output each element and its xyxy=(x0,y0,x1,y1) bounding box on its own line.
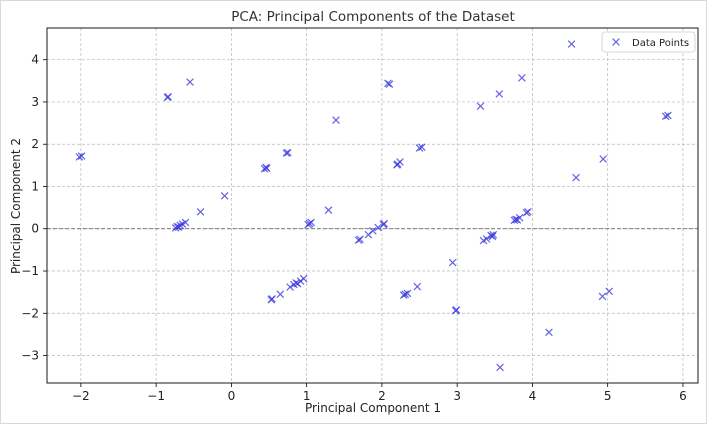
data-point xyxy=(268,295,276,303)
y-tick-label: 4 xyxy=(31,53,39,67)
legend-marker-x xyxy=(612,38,620,46)
data-point xyxy=(567,40,576,48)
legend-label: Data Points xyxy=(632,38,689,49)
data-point xyxy=(482,235,491,243)
data-point xyxy=(496,363,504,372)
axis-ticks: −2 −1 0 1 2 3 4 5 6 −3 −2 −1 0 1 2 3 4 xyxy=(21,53,686,403)
data-point xyxy=(299,274,308,283)
data-point xyxy=(489,230,498,239)
x-tick-label: 0 xyxy=(228,389,236,403)
data-point xyxy=(282,149,291,157)
data-point xyxy=(196,207,205,216)
data-point xyxy=(307,218,316,227)
data-point xyxy=(374,223,382,232)
data-point xyxy=(417,143,426,152)
y-tick-label: 0 xyxy=(31,222,39,236)
data-point xyxy=(401,290,410,299)
x-tick-label: −1 xyxy=(147,389,165,403)
data-point xyxy=(572,173,580,182)
data-point xyxy=(286,283,294,291)
y-tick-label: 2 xyxy=(31,137,39,151)
data-point xyxy=(176,221,185,230)
data-point xyxy=(385,80,394,89)
data-point xyxy=(403,289,412,298)
data-point xyxy=(605,287,614,296)
data-point xyxy=(262,164,271,173)
x-tick-label: 4 xyxy=(529,389,537,403)
legend-box xyxy=(601,31,696,53)
data-point xyxy=(380,219,389,228)
x-tick-label: 6 xyxy=(679,389,687,403)
x-tick-label: 1 xyxy=(303,389,311,403)
data-point xyxy=(77,152,86,160)
data-point xyxy=(599,155,608,163)
data-point xyxy=(488,232,497,241)
data-point xyxy=(181,218,190,227)
x-tick-label: 2 xyxy=(378,389,386,403)
chart-title: PCA: Principal Components of the Dataset xyxy=(231,9,515,25)
data-point xyxy=(661,112,670,121)
plot-border xyxy=(46,27,699,384)
data-point xyxy=(664,111,672,120)
legend: Data Points xyxy=(601,31,696,53)
data-point xyxy=(186,78,194,86)
legend-marker-shape xyxy=(612,38,620,46)
data-point xyxy=(545,328,553,337)
data-point xyxy=(448,258,457,267)
x-tick-label: 3 xyxy=(453,389,461,403)
data-point xyxy=(332,116,340,124)
data-point xyxy=(598,292,607,301)
y-tick-label: −1 xyxy=(21,264,39,278)
data-point xyxy=(518,74,526,82)
y-axis-label: Principal Component 2 xyxy=(9,138,23,274)
y-tick-label: 3 xyxy=(31,95,39,109)
data-point xyxy=(220,191,229,200)
x-tick-label: 5 xyxy=(604,389,612,403)
y-tick-label: −2 xyxy=(21,306,39,320)
data-point xyxy=(276,290,285,299)
data-point xyxy=(75,153,84,161)
y-tick-label: −3 xyxy=(21,349,39,363)
data-point xyxy=(515,213,524,222)
data-points xyxy=(75,40,672,372)
data-point xyxy=(524,207,532,216)
data-point xyxy=(283,148,292,157)
grid xyxy=(47,28,698,383)
y-tick-label: 1 xyxy=(31,179,39,193)
data-point xyxy=(369,227,377,235)
data-point xyxy=(356,235,364,244)
data-point xyxy=(413,282,422,291)
x-axis-label: Principal Component 1 xyxy=(305,401,441,415)
data-point xyxy=(476,102,485,111)
data-point xyxy=(324,206,333,214)
data-point xyxy=(495,90,504,98)
data-point xyxy=(415,144,424,152)
x-tick-label: −2 xyxy=(72,389,90,403)
data-point xyxy=(452,306,461,314)
data-point xyxy=(512,215,520,224)
data-point xyxy=(396,158,404,166)
data-point xyxy=(164,93,173,101)
